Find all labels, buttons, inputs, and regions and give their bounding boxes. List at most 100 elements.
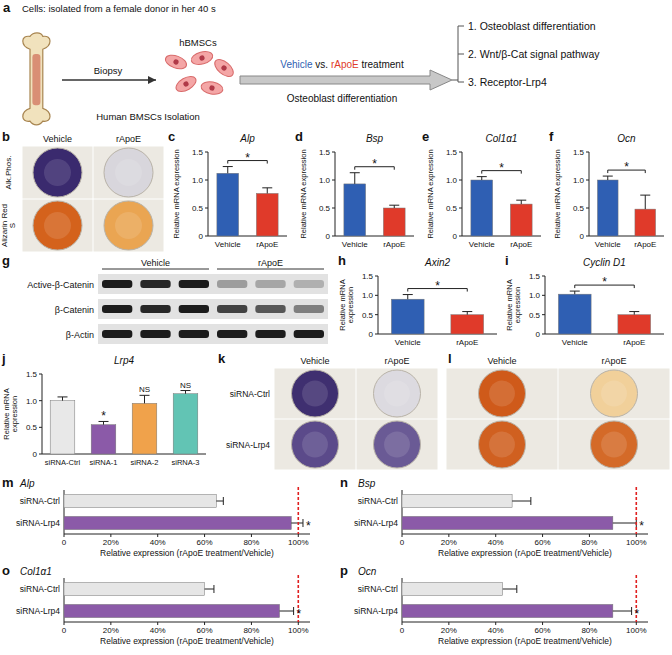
bar bbox=[471, 180, 493, 236]
tick-label: 0.5 bbox=[446, 204, 458, 213]
category-label: rApoE bbox=[510, 240, 532, 249]
category-label: siRNA-Lrp4 bbox=[354, 518, 398, 528]
cell-body bbox=[173, 73, 198, 94]
well-center bbox=[489, 381, 515, 407]
tick bbox=[495, 622, 496, 625]
y-axis-title-group: Relative mRNAexpression bbox=[338, 279, 356, 330]
error-cap bbox=[516, 585, 517, 593]
blot-band bbox=[255, 330, 285, 338]
figure: aCells: isolated from a female donor in … bbox=[0, 0, 672, 655]
chart-title: Lrp4 bbox=[114, 355, 134, 366]
category-label: siRNA-Ctrl bbox=[358, 496, 398, 506]
bar bbox=[256, 193, 278, 236]
category-label: siRNA-Lrp4 bbox=[354, 606, 398, 616]
tick-label: 1.5 bbox=[529, 272, 541, 281]
tick bbox=[157, 534, 158, 537]
bar bbox=[402, 494, 512, 507]
well bbox=[292, 421, 339, 468]
tick-label: 1.5 bbox=[26, 370, 38, 379]
blot-band bbox=[102, 305, 132, 313]
category-label: Vehicle bbox=[342, 240, 368, 249]
panel-letter: i bbox=[505, 253, 509, 268]
error-bar bbox=[613, 519, 636, 527]
marks bbox=[391, 295, 483, 334]
error-line bbox=[645, 195, 646, 209]
panel-letter: o bbox=[2, 563, 10, 578]
tick bbox=[64, 622, 65, 625]
tick bbox=[298, 622, 299, 625]
marks bbox=[64, 575, 298, 622]
cell-nucleus bbox=[173, 59, 180, 66]
well-image bbox=[94, 147, 164, 199]
chart-h: hAxin2Relative mRNAexpression00.51.01.5V… bbox=[338, 253, 497, 347]
label-line: expression bbox=[346, 287, 355, 323]
tick-label: 0 bbox=[580, 232, 585, 241]
bar bbox=[132, 403, 157, 454]
error-line bbox=[481, 177, 482, 180]
column-label: rApoE bbox=[116, 134, 141, 144]
error-cap bbox=[640, 195, 650, 196]
tick bbox=[636, 622, 637, 625]
error-line bbox=[607, 176, 608, 180]
error-cap bbox=[477, 176, 487, 177]
bar bbox=[64, 494, 216, 507]
category-label: Vehicle bbox=[562, 338, 588, 347]
blot-band bbox=[102, 280, 132, 288]
error-line bbox=[291, 523, 303, 524]
error-cap bbox=[530, 497, 531, 505]
error-bar bbox=[389, 205, 399, 208]
bar-label: * bbox=[306, 519, 311, 533]
category-label: siRNA-Ctrl bbox=[45, 458, 81, 467]
bar bbox=[558, 294, 591, 334]
chart-o: oCol1α1020%40%60%80%100%Relative express… bbox=[2, 563, 310, 646]
error-line bbox=[521, 200, 522, 204]
tick bbox=[204, 534, 205, 537]
cell-nucleus bbox=[209, 85, 215, 91]
category-label: siRNA-Lrp4 bbox=[16, 518, 60, 528]
y-axis bbox=[545, 276, 546, 334]
row-label: Active-β-Catenin bbox=[27, 280, 94, 290]
cell-nucleus bbox=[199, 55, 205, 61]
panel-letter: k bbox=[218, 351, 226, 366]
y-axis-title-group: Relative mRNAexpression bbox=[2, 388, 20, 439]
chart-title: Alp bbox=[19, 478, 35, 489]
tick-label: 0 bbox=[400, 538, 405, 547]
tick bbox=[448, 622, 449, 625]
bar-label: * bbox=[297, 607, 302, 621]
error-bar bbox=[216, 497, 223, 505]
axis-title: Relative expression (rApoE treatment/Veh… bbox=[438, 636, 612, 646]
chart-n: nBsp020%40%60%80%100%Relative expression… bbox=[340, 475, 648, 558]
panel-letter: e bbox=[422, 129, 429, 144]
tick-label: 0.5 bbox=[362, 311, 374, 320]
tick-label: 20% bbox=[441, 538, 457, 547]
chart-p: pOcn020%40%60%80%100%Relative expression… bbox=[340, 563, 648, 646]
tick bbox=[589, 622, 590, 625]
cell bbox=[173, 73, 198, 94]
error-bar bbox=[503, 585, 517, 593]
tick-label: 0.5 bbox=[529, 311, 541, 320]
bar bbox=[383, 208, 405, 236]
tick-label: 0.5 bbox=[319, 204, 331, 213]
error-bar bbox=[403, 295, 413, 300]
blot-band bbox=[294, 305, 324, 313]
tick bbox=[636, 534, 637, 537]
tick-label: 0 bbox=[199, 232, 204, 241]
error-line bbox=[216, 501, 223, 502]
label-line: Relative mRNA expression bbox=[426, 149, 435, 238]
blot-band bbox=[217, 305, 247, 313]
tick-label: 1.5 bbox=[446, 148, 458, 157]
category-label: siRNA-Ctrl bbox=[20, 584, 60, 594]
well-center bbox=[489, 432, 515, 458]
error-cap bbox=[181, 390, 191, 391]
label: Biopsy bbox=[94, 65, 123, 76]
bar bbox=[217, 173, 239, 236]
well bbox=[374, 370, 421, 417]
axis-title: Relative mRNA expression bbox=[299, 149, 308, 238]
y-axis bbox=[335, 152, 336, 236]
tick-label: 1.0 bbox=[446, 176, 458, 185]
chart-title: Bsp bbox=[358, 478, 376, 489]
blot-band bbox=[179, 305, 209, 313]
treatment-label: Vehicle vs. rApoE treatment bbox=[280, 59, 404, 70]
bar bbox=[50, 401, 75, 454]
treatment-part: treatment bbox=[361, 59, 403, 70]
